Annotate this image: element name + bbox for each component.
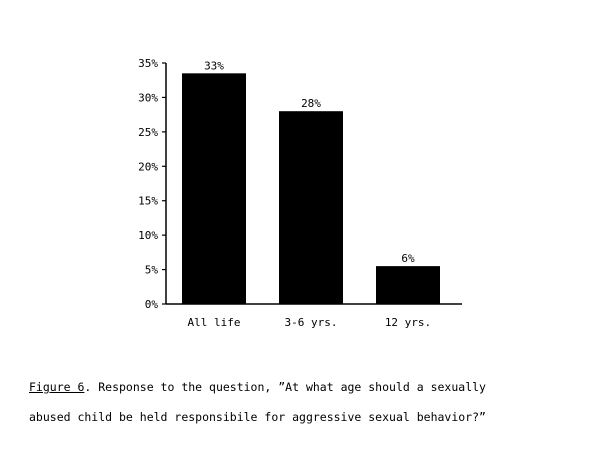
y-tick-label: 0% (145, 298, 159, 311)
bar-data-label: 33% (204, 59, 224, 72)
bar (182, 73, 246, 304)
figure-label: Figure 6 (29, 380, 85, 394)
y-axis-ticks: 0% 5% 10% 15% 20% 25% 30% 35% (138, 57, 166, 311)
figure-caption: Figure 6. Response to the question, ”At … (29, 372, 589, 432)
bar (376, 266, 440, 304)
caption-text-1: . Response to the question, ”At what age… (84, 380, 486, 394)
bar-chart: 0% 5% 10% 15% 20% 25% 30% 35% 33% All life 28% 3-6… (138, 57, 462, 329)
y-tick-label: 30% (138, 91, 158, 104)
bars-group: 33% All life 28% 3-6 yrs. 6% 12 yrs. (182, 59, 440, 329)
x-category-label: All life (188, 316, 241, 329)
x-category-label: 12 yrs. (385, 316, 431, 329)
y-tick-label: 20% (138, 160, 158, 173)
bar-data-label: 6% (401, 252, 415, 265)
bar (279, 111, 343, 304)
y-tick-label: 35% (138, 57, 158, 70)
y-tick-label: 15% (138, 195, 158, 208)
y-tick-label: 10% (138, 229, 158, 242)
x-category-label: 3-6 yrs. (285, 316, 338, 329)
y-tick-label: 5% (145, 264, 159, 277)
y-tick-label: 25% (138, 126, 158, 139)
bar-data-label: 28% (301, 97, 321, 110)
caption-line-2: abused child be held responsibile for ag… (29, 410, 486, 424)
caption-line-1: Figure 6. Response to the question, ”At … (29, 372, 589, 402)
